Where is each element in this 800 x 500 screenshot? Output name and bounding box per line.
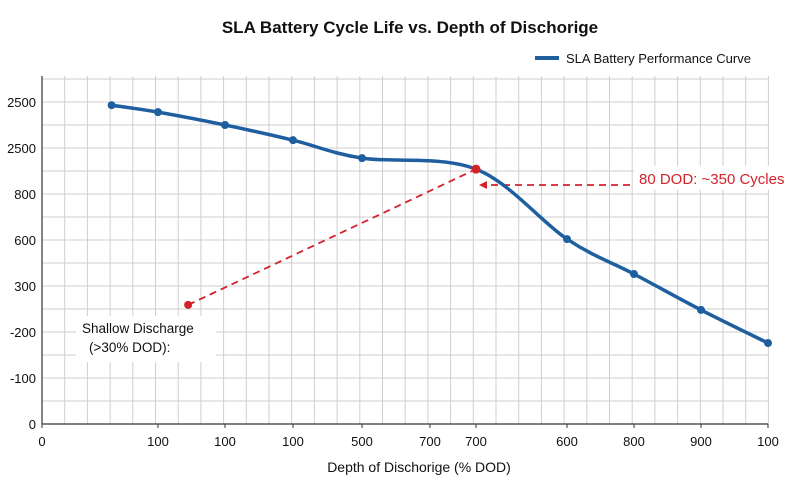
data-point: [563, 235, 571, 244]
y-tick-label: -100: [10, 371, 36, 386]
x-tick-label: 800: [623, 434, 645, 449]
x-tick-label: 100: [214, 434, 236, 449]
x-axis-ticks: 0 100 100 100 500 700 700 600 800 900 100: [38, 424, 779, 449]
data-point: [154, 108, 162, 117]
y-tick-label: 800: [14, 187, 36, 202]
x-tick-label: 500: [351, 434, 373, 449]
annotation-label-bg: [634, 166, 800, 190]
axes: [41, 76, 768, 425]
chart-title: SLA Battery Cycle Life vs. Depth of Disc…: [222, 18, 598, 37]
x-axis-label: Depth of Dischorige (% DOD): [327, 459, 511, 475]
y-axis-ticks: 0 -100 -200 300 600 800 2500 2500: [7, 95, 36, 432]
annotation-label: 80 DOD: ~350 Cycles: [639, 171, 784, 188]
legend-label: SLA Battery Performance Curve: [566, 51, 751, 66]
y-tick-label: 0: [29, 417, 36, 432]
annotation-label-bg: [76, 316, 216, 362]
series-line: [111, 103, 769, 345]
data-point: [221, 121, 229, 129]
data-point: [107, 101, 116, 110]
annotation-label: (>30% DOD):: [89, 340, 170, 355]
data-point: [630, 270, 638, 279]
annotations: 80 DOD: ~350 Cycles Shallow Discharge (>30…: [76, 166, 800, 362]
highlighted-data-point: [471, 164, 481, 174]
arrowhead-icon: [479, 181, 487, 189]
annotation-dashed-line: [187, 168, 477, 306]
y-tick-label: 600: [14, 233, 36, 248]
x-tick-label: 100: [147, 434, 169, 449]
y-tick-label: 2500: [7, 141, 36, 156]
x-tick-label: 600: [556, 434, 578, 449]
x-tick-label: 100: [757, 434, 779, 449]
legend: SLA Battery Performance Curve: [535, 51, 751, 66]
y-tick-label: 300: [14, 279, 36, 294]
series: [107, 101, 772, 348]
data-point: [289, 136, 297, 145]
x-tick-label: 700: [419, 434, 441, 449]
annotation-label: Shallow Discharge: [82, 321, 194, 336]
x-tick-label: 100: [282, 434, 304, 449]
annotation-point: [184, 300, 193, 309]
x-tick-label: 900: [690, 434, 712, 449]
y-tick-label: 2500: [7, 95, 36, 110]
x-tick-label: 0: [38, 434, 45, 449]
y-tick-label: -200: [10, 325, 36, 340]
data-point: [358, 154, 366, 163]
grid: [41, 76, 769, 425]
data-point: [697, 305, 705, 314]
data-point: [764, 339, 772, 348]
x-tick-label: 700: [465, 434, 487, 449]
